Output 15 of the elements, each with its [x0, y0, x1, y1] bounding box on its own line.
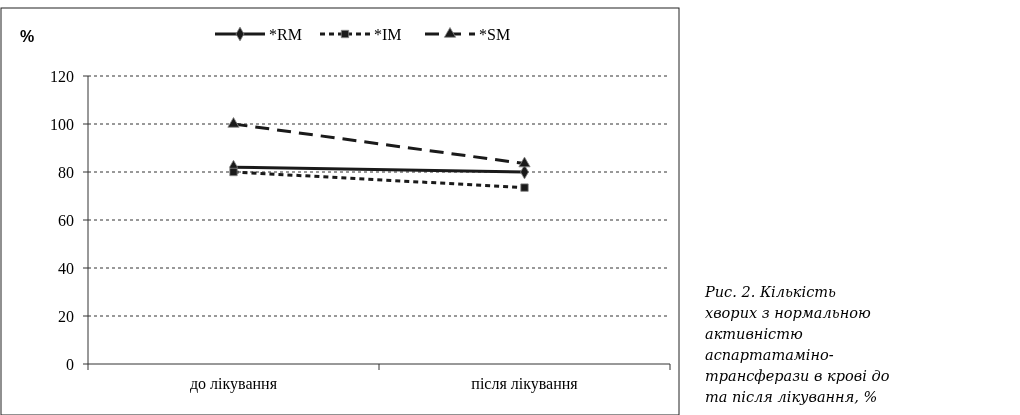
x-tick-label: після лікування [471, 375, 579, 393]
y-tick-label: 40 [58, 259, 74, 277]
x-tick-label: до лікування [189, 375, 278, 393]
legend-label: *SM [479, 25, 511, 43]
y-tick-label: 60 [58, 211, 74, 229]
y-tick-label: 80 [58, 163, 74, 181]
legend-label: *RM [269, 25, 302, 43]
point [520, 183, 529, 192]
y-tick-label: 120 [50, 67, 74, 85]
y-axis-title: % [20, 28, 35, 45]
legend-label: *IM [374, 25, 402, 43]
text: Рис. 2. Кількість хворих з нормальною активністю аспартатаміно- трансферази в крові до та після лікування, % [704, 284, 890, 405]
y-tick-label: 100 [50, 115, 74, 133]
y-tick-label: 20 [58, 307, 74, 325]
y-tick-label: 0 [66, 355, 74, 373]
